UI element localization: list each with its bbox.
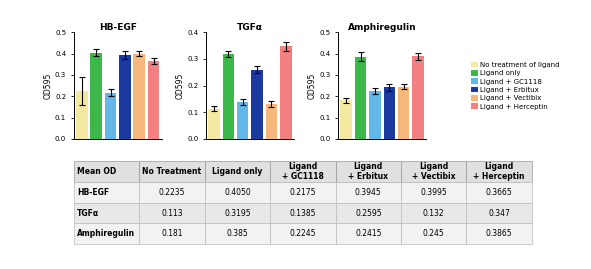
Bar [355, 57, 366, 139]
Title: TGFα: TGFα [237, 23, 263, 31]
Bar [223, 54, 234, 139]
Legend: No treatment of ligand, Ligand only, Ligand + GC1118, Ligand + Erbitux, Ligand +: No treatment of ligand, Ligand only, Lig… [468, 59, 563, 112]
Bar [251, 70, 263, 139]
Title: Amphiregulin: Amphiregulin [348, 23, 417, 31]
Bar [105, 93, 116, 139]
Bar [148, 61, 160, 139]
Y-axis label: OD595: OD595 [176, 72, 184, 99]
Bar [384, 87, 395, 139]
Bar [76, 91, 87, 139]
Bar [398, 87, 410, 139]
Bar [280, 47, 291, 139]
Y-axis label: OD595: OD595 [308, 72, 317, 99]
Bar [369, 91, 381, 139]
Bar [134, 54, 145, 139]
Bar [90, 52, 102, 139]
Bar [413, 56, 424, 139]
Y-axis label: OD595: OD595 [43, 72, 52, 99]
Bar [340, 100, 352, 139]
Bar [119, 55, 131, 139]
Bar [208, 109, 220, 139]
Bar [237, 102, 248, 139]
Title: HB-EGF: HB-EGF [99, 23, 137, 31]
Bar [266, 104, 277, 139]
